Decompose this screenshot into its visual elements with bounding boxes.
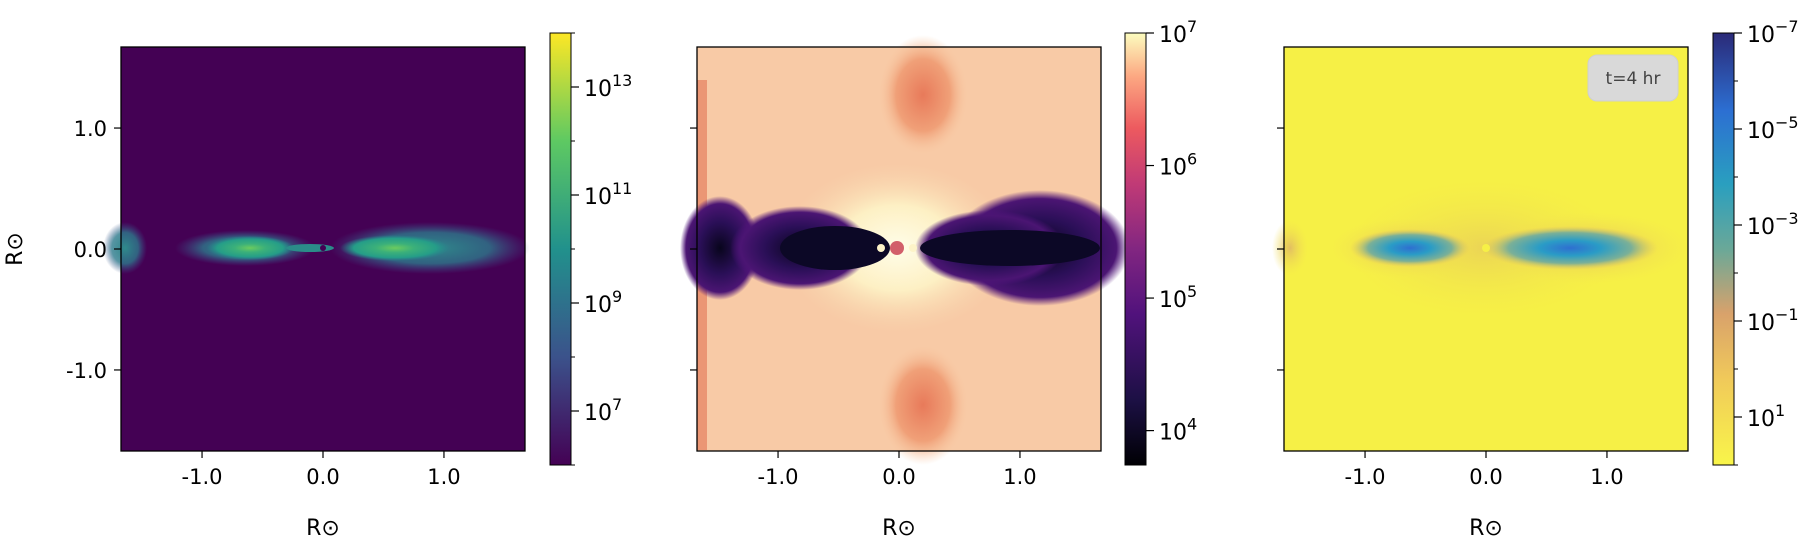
time-annotation-text: t=4 hr <box>1606 69 1661 89</box>
panel-2-field <box>680 35 1130 465</box>
colorbar-tick-label: 10−5 <box>1747 113 1799 144</box>
x-tick-label: 0.0 <box>306 465 339 489</box>
panel-1-axes: -1.0 0.0 1.0 1.0 0.0 -1.0 107 109 1011 1013 <box>66 32 632 489</box>
colorbar-tick-label: 1013 <box>584 71 632 102</box>
colorbar-tick-label: 101 <box>1747 401 1785 432</box>
x-tick-label: 1.0 <box>1003 465 1036 489</box>
colorbar-tick-label: 10−7 <box>1747 17 1799 48</box>
x-tick-label: 0.0 <box>882 465 915 489</box>
colorbar-tick-label: 105 <box>1159 282 1197 313</box>
x-tick-label: -1.0 <box>758 465 799 489</box>
y-tick-label: -1.0 <box>66 359 107 383</box>
colorbar-tick-label: 10−3 <box>1747 209 1799 240</box>
panel-3-xlabel: R⊙ <box>1469 516 1503 541</box>
panel-3-field <box>1272 47 1690 451</box>
colorbar-tick-label: 1011 <box>584 179 632 210</box>
panel-2-colorbar <box>1124 32 1147 466</box>
panel-1-colorbar <box>549 32 572 466</box>
x-tick-label: 0.0 <box>1469 465 1502 489</box>
colorbar-tick-label: 107 <box>1159 17 1197 48</box>
x-tick-label: 1.0 <box>1590 465 1623 489</box>
colorbar-tick-label: 10−1 <box>1747 305 1799 336</box>
colorbar-tick-label: 106 <box>1159 150 1197 181</box>
panel-1-xlabel: R⊙ <box>306 516 340 541</box>
panel-2: R⊙ -1.0 0.0 1.0 104 105 106 107 <box>680 17 1197 541</box>
y-tick-label: 0.0 <box>74 238 107 262</box>
time-annotation: t=4 hr <box>1587 54 1679 102</box>
panel-3-colorbar <box>1712 32 1735 466</box>
x-tick-label: -1.0 <box>1345 465 1386 489</box>
y-tick-label: 1.0 <box>74 117 107 141</box>
colorbar-tick-label: 104 <box>1159 415 1197 446</box>
x-tick-label: -1.0 <box>182 465 223 489</box>
colorbar-tick-label: 107 <box>584 395 622 426</box>
colorbar-tick-label: 109 <box>584 287 622 318</box>
panel-2-xlabel: R⊙ <box>882 516 916 541</box>
panel-1-ylabel: R⊙ <box>3 232 28 266</box>
panel-3: t=4 hr R⊙ -1.0 0.0 1.0 101 10−1 10−3 10−5 10−7 <box>1272 17 1799 541</box>
panel-3-axes: -1.0 0.0 1.0 101 10−1 10−3 10−5 10−7 <box>1277 17 1799 489</box>
x-tick-label: 1.0 <box>427 465 460 489</box>
panel-2-axes: -1.0 0.0 1.0 104 105 106 107 <box>690 17 1197 489</box>
panel-1: R⊙ R⊙ -1.0 0.0 1.0 1.0 0.0 -1.0 107 109 1011 1013 <box>3 32 632 541</box>
panel-1-field <box>103 47 530 451</box>
